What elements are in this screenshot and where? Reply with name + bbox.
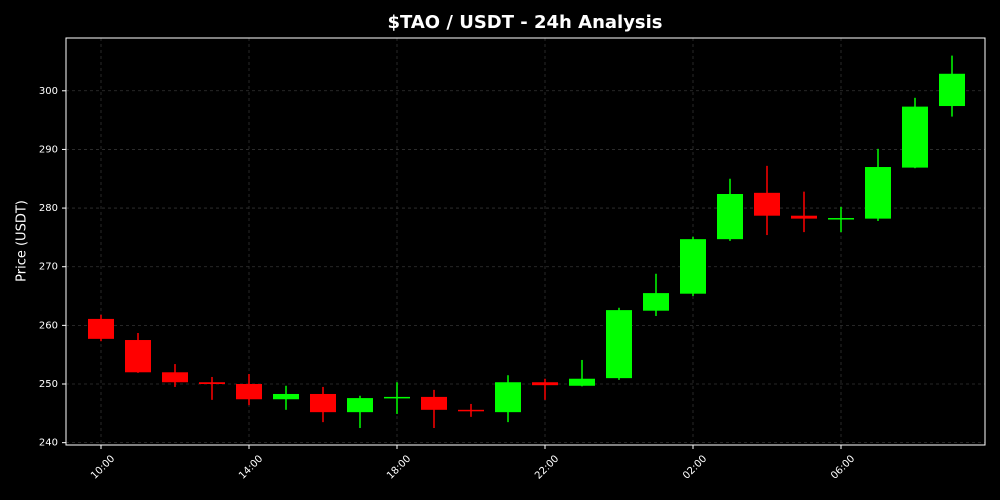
x-tick-label: 10:00 [89,453,117,481]
y-tick-label: 240 [39,438,58,449]
candle-body [236,384,262,400]
candle-body [717,193,743,240]
chart-title: $TAO / USDT - 24h Analysis [387,12,662,33]
candle-body [754,192,780,216]
candle-body [495,382,521,413]
candle-body [273,393,299,400]
candle-body [606,310,632,379]
x-tick-label: 02:00 [681,453,709,481]
plot-frame [65,37,986,446]
x-tick-label: 14:00 [237,453,265,481]
y-tick-label: 280 [39,203,58,214]
candle-body [791,215,817,219]
candle-body [865,167,891,219]
y-axis-label: Price (USDT) [15,200,30,282]
y-tick-label: 300 [39,86,58,97]
y-tick-label: 260 [39,320,58,331]
candle-body [88,318,114,339]
candle-body [939,73,965,107]
y-tick-label: 270 [39,262,58,273]
y-tick-label: 290 [39,144,58,155]
x-tick-label: 22:00 [533,453,561,481]
candle-body [643,293,669,311]
candle-body [828,218,854,220]
y-tick-label: 250 [39,379,58,390]
candle-body [458,409,484,412]
candle-body [902,106,928,168]
candle-body [310,393,336,413]
x-tick-label: 06:00 [829,453,857,481]
candle-body [384,396,410,399]
candle-body [347,398,373,413]
candle-body [421,396,447,410]
candle-body [680,239,706,294]
candle-body [162,372,188,383]
candle-body [125,340,151,373]
candle-body [532,382,558,386]
candle-body [199,382,225,385]
candle-body [569,378,595,386]
x-tick-label: 18:00 [385,453,413,481]
